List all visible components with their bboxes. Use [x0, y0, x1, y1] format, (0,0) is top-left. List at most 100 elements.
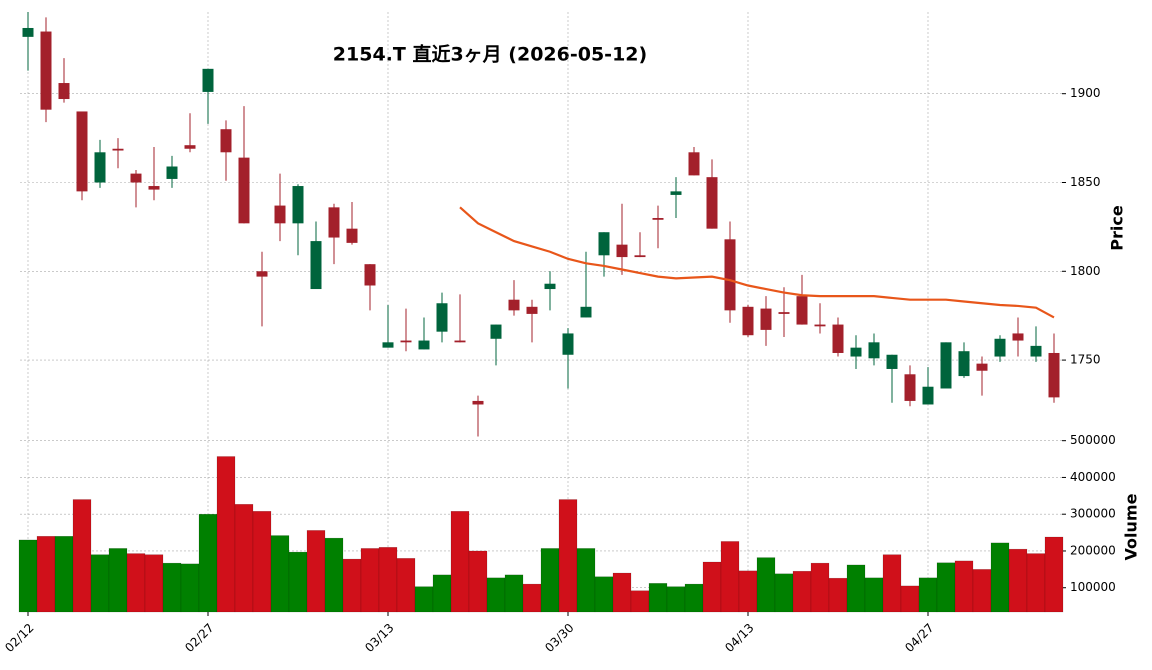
volume-bar	[324, 537, 344, 613]
y-tick-label: 1800	[1070, 264, 1101, 278]
volume-bar	[576, 548, 596, 613]
candle-body	[202, 68, 214, 92]
candle-body	[436, 303, 448, 332]
volume-bar	[342, 558, 362, 613]
volume-bar	[648, 583, 668, 613]
volume-bar	[216, 456, 236, 613]
volume-bar	[540, 548, 560, 613]
volume-bar	[684, 583, 704, 613]
candle-body	[850, 347, 862, 357]
candle-body	[364, 264, 376, 286]
candle-body	[670, 191, 682, 195]
volume-bar	[630, 590, 650, 613]
candle-body	[382, 342, 394, 348]
volume-bar	[1026, 553, 1046, 613]
candle-body	[796, 296, 808, 325]
volume-bar	[234, 504, 254, 613]
x-tick-label: 03/30	[542, 621, 576, 655]
candle-body	[958, 351, 970, 377]
volume-bar	[396, 558, 416, 613]
candle-body	[58, 83, 70, 100]
candle-body	[148, 186, 160, 190]
candle-body	[940, 342, 952, 389]
volume-bar	[504, 574, 524, 613]
volume-bar	[612, 572, 632, 613]
candle-body	[868, 342, 880, 359]
volume-bar	[126, 553, 146, 613]
candle-body	[184, 145, 196, 149]
x-tick-label: 02/27	[182, 621, 216, 655]
volume-bar	[828, 577, 848, 613]
candle-body	[1030, 345, 1042, 357]
candle-body	[742, 306, 754, 336]
volume-bar	[810, 562, 830, 613]
volume-bar	[144, 554, 164, 613]
candle-body	[1012, 333, 1024, 341]
candle-body	[400, 340, 412, 343]
volume-bar	[846, 564, 866, 613]
volume-bar	[198, 513, 218, 613]
candle-body	[346, 228, 358, 243]
volume-bar	[936, 562, 956, 613]
candle-body	[886, 354, 898, 369]
volume-bar	[90, 554, 110, 613]
volume-tick-label: 100000	[1070, 580, 1116, 594]
candle-body	[634, 255, 646, 258]
volume-tick-label: 300000	[1070, 507, 1116, 521]
volume-bar	[1044, 536, 1064, 613]
candle-body	[562, 333, 574, 355]
volume-bar	[270, 535, 290, 613]
volume-bar	[54, 536, 74, 613]
volume-bar	[972, 569, 992, 613]
volume-bar	[108, 548, 128, 613]
candle-body	[220, 129, 232, 153]
volume-bar	[774, 573, 794, 613]
candle-body	[832, 324, 844, 353]
volume-bar	[180, 563, 200, 613]
volume-bar	[864, 577, 884, 613]
candle-body	[976, 363, 988, 371]
volume-bar	[378, 547, 398, 613]
volume-bar	[486, 577, 506, 613]
volume-bar	[36, 536, 56, 613]
x-tick-label: 04/13	[722, 621, 756, 655]
volume-bar	[468, 550, 488, 613]
volume-tick-label: 500000	[1070, 433, 1116, 447]
candle-body	[544, 283, 556, 290]
candle-body	[598, 232, 610, 256]
volume-bar	[990, 542, 1010, 613]
x-tick-label: 03/13	[362, 621, 396, 655]
volume-bar	[900, 585, 920, 613]
candle-body	[724, 239, 736, 311]
y-tick-label: 1900	[1070, 86, 1101, 100]
candle-body	[418, 340, 430, 350]
candle-body	[292, 186, 304, 224]
volume-tick-label: 400000	[1070, 470, 1116, 484]
candle-body	[112, 148, 124, 151]
volume-bar	[162, 562, 182, 613]
candle-body	[130, 173, 142, 183]
candle-body	[238, 157, 250, 224]
volume-bar	[252, 511, 272, 613]
candle-body	[616, 244, 628, 258]
candle-body	[814, 324, 826, 327]
candle-body	[922, 386, 934, 405]
volume-bar	[882, 554, 902, 613]
candle-body	[706, 177, 718, 229]
volume-bar	[288, 551, 308, 613]
x-tick-label: 02/12	[2, 621, 36, 655]
volume-bar	[954, 560, 974, 613]
candle-body	[40, 31, 52, 110]
volume-bar	[666, 586, 686, 613]
candle-body	[256, 271, 268, 277]
volume-bar	[756, 557, 776, 613]
candle-body	[1048, 352, 1060, 398]
volume-bar	[72, 499, 92, 613]
volume-bar	[18, 539, 38, 613]
volume-bar	[702, 561, 722, 613]
volume-tick-label: 200000	[1070, 543, 1116, 557]
candle-body	[166, 166, 178, 179]
candle-body	[760, 308, 772, 330]
volume-bar	[558, 499, 578, 613]
candle-body	[76, 111, 88, 192]
